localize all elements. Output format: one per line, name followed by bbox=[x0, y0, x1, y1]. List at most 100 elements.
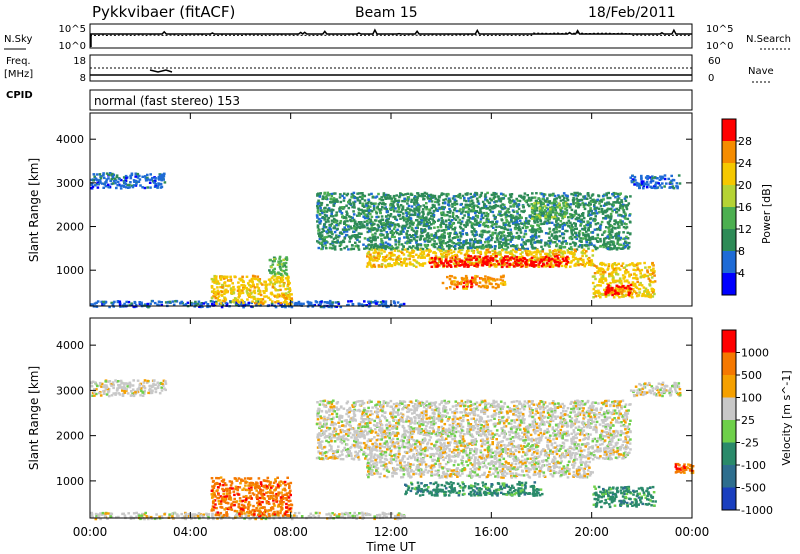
heatmap-cell bbox=[398, 237, 401, 240]
heatmap-cell bbox=[139, 184, 142, 187]
heatmap-cell bbox=[509, 205, 512, 208]
heatmap-cell bbox=[521, 255, 524, 258]
heatmap-cell bbox=[386, 236, 390, 239]
heatmap-cell bbox=[282, 283, 285, 286]
heatmap-cell bbox=[619, 236, 622, 240]
heatmap-cell bbox=[617, 209, 621, 212]
heatmap-cell bbox=[583, 207, 587, 211]
heatmap-cell bbox=[616, 242, 619, 245]
heatmap-cell bbox=[573, 264, 576, 267]
heatmap-cell bbox=[459, 235, 463, 238]
heatmap-cell bbox=[506, 246, 510, 249]
heatmap-cell bbox=[221, 303, 225, 307]
heatmap-cell bbox=[530, 262, 533, 265]
heatmap-cell bbox=[152, 181, 156, 184]
heatmap-cell bbox=[453, 226, 457, 229]
heatmap-cell bbox=[486, 237, 490, 240]
heatmap-cell bbox=[504, 194, 507, 197]
heatmap-cell bbox=[326, 228, 330, 232]
heatmap-cell bbox=[566, 249, 570, 252]
heatmap-cell bbox=[632, 264, 636, 267]
heatmap-cell bbox=[564, 265, 568, 269]
heatmap-cell bbox=[618, 296, 621, 299]
heatmap-cell bbox=[398, 194, 402, 198]
heatmap-cell bbox=[223, 275, 226, 279]
heatmap-cell bbox=[343, 196, 346, 200]
station-title: Pykkvibaer (fitACF) bbox=[92, 3, 235, 21]
heatmap-cell bbox=[533, 207, 537, 211]
heatmap-cell bbox=[559, 209, 563, 213]
heatmap-cell bbox=[463, 196, 466, 200]
heatmap-cell bbox=[609, 212, 613, 216]
heatmap-cell bbox=[95, 173, 99, 176]
heatmap-cell bbox=[427, 225, 431, 228]
heatmap-cell bbox=[352, 210, 355, 213]
heatmap-cell bbox=[438, 195, 442, 198]
heatmap-cell bbox=[140, 303, 143, 306]
heatmap-cell bbox=[447, 235, 451, 239]
heatmap-cell bbox=[495, 225, 498, 229]
heatmap-cell bbox=[285, 268, 288, 272]
heatmap-cell bbox=[612, 263, 616, 266]
heatmap-cell bbox=[353, 224, 356, 228]
heatmap-cell bbox=[493, 223, 497, 226]
heatmap-cell bbox=[606, 282, 609, 286]
heatmap-cell bbox=[417, 203, 420, 207]
heatmap-cell bbox=[491, 231, 494, 234]
heatmap-cell bbox=[514, 263, 518, 266]
heatmap-cell bbox=[466, 263, 469, 266]
heatmap-cell bbox=[399, 230, 402, 233]
heatmap-cell bbox=[353, 196, 357, 200]
heatmap-cell bbox=[343, 192, 346, 195]
heatmap-cell bbox=[564, 229, 567, 233]
heatmap-cell bbox=[615, 207, 618, 211]
heatmap-cell bbox=[223, 289, 227, 292]
heatmap-cell bbox=[374, 251, 378, 254]
heatmap-cell bbox=[479, 250, 482, 254]
heatmap-cell bbox=[542, 212, 546, 215]
heatmap-cell bbox=[448, 277, 452, 281]
heatmap-cell bbox=[582, 233, 586, 236]
heatmap-cell bbox=[620, 199, 623, 202]
heatmap-cell bbox=[410, 246, 413, 249]
heatmap-cell bbox=[595, 206, 599, 209]
heatmap-cell bbox=[226, 275, 229, 278]
heatmap-cell bbox=[427, 212, 431, 215]
heatmap-cell bbox=[533, 233, 537, 236]
heatmap-cell bbox=[418, 211, 421, 215]
heatmap-cell bbox=[136, 175, 139, 178]
heatmap-cell bbox=[405, 198, 409, 201]
heatmap-cell bbox=[619, 219, 622, 222]
heatmap-cell bbox=[242, 306, 245, 309]
heatmap-cell bbox=[515, 197, 518, 201]
heatmap-cell bbox=[382, 223, 386, 227]
heatmap-cell bbox=[458, 249, 462, 252]
heatmap-cell bbox=[376, 254, 380, 258]
heatmap-cell bbox=[493, 245, 497, 248]
heatmap-cell bbox=[256, 285, 259, 289]
heatmap-cell bbox=[580, 218, 584, 221]
heatmap-cell bbox=[533, 209, 537, 213]
heatmap-cell bbox=[290, 301, 294, 304]
heatmap-cell bbox=[636, 262, 640, 265]
heatmap-cell bbox=[635, 292, 638, 295]
heatmap-cell bbox=[515, 215, 518, 218]
heatmap-cell bbox=[130, 302, 133, 305]
heatmap-cell bbox=[420, 256, 424, 259]
heatmap-cell bbox=[352, 218, 356, 222]
heatmap-cell bbox=[555, 258, 558, 261]
heatmap-cell bbox=[351, 303, 355, 306]
heatmap-cell bbox=[599, 269, 602, 272]
heatmap-cell bbox=[561, 225, 564, 228]
heatmap-cell bbox=[223, 292, 226, 295]
heatmap-cell bbox=[382, 221, 385, 225]
heatmap-cell bbox=[432, 209, 436, 213]
heatmap-cell bbox=[481, 243, 485, 247]
heatmap-cell bbox=[583, 195, 587, 198]
heatmap-cell bbox=[239, 292, 242, 295]
heatmap-cell bbox=[433, 240, 436, 243]
heatmap-cell bbox=[381, 206, 384, 209]
heatmap-cell bbox=[546, 203, 550, 206]
heatmap-cell bbox=[616, 223, 620, 226]
heatmap-cell bbox=[432, 215, 436, 218]
